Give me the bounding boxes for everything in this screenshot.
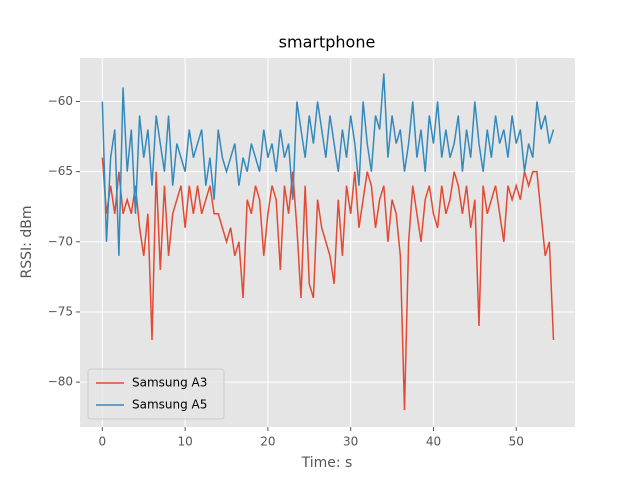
x-tick-label: 10 [177,435,192,449]
y-tick-label: −70 [48,234,73,248]
y-tick-label: −80 [48,375,73,389]
x-tick-label: 40 [426,435,441,449]
legend-label: Samsung A5 [132,398,207,412]
plot-area [80,58,575,427]
x-axis-label: Time: s [301,455,353,471]
y-tick-label: −65 [48,164,73,178]
x-tick-label: 20 [260,435,275,449]
data-line [101,157,555,411]
chart-title: smartphone [279,33,376,52]
y-tick-label: −75 [48,304,73,318]
data-line [101,73,555,256]
x-tick-label: 50 [509,435,524,449]
y-axis-label: RSSI: dBm [19,206,35,279]
y-tick-label: −60 [48,94,73,108]
x-tick-label: 30 [343,435,358,449]
legend-box [87,368,225,420]
x-tick-label: 0 [99,435,107,449]
legend-label: Samsung A3 [132,376,207,390]
